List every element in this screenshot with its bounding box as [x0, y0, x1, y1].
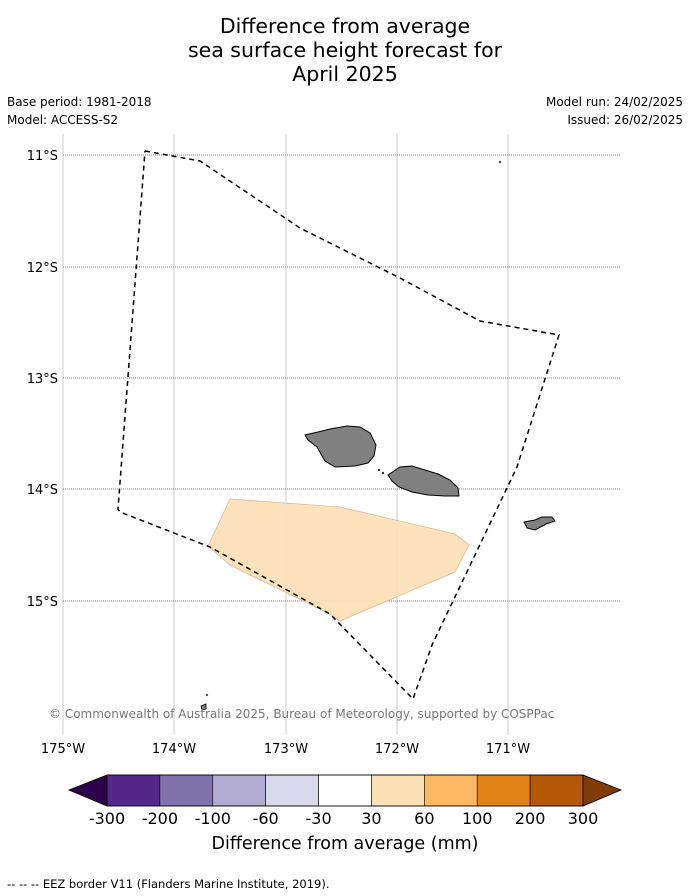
upolu-island [387, 465, 460, 497]
tutuila-island [523, 516, 556, 531]
longitude-gridlines [62, 134, 509, 735]
colorbar-tick-label: 200 [515, 809, 546, 828]
title-line-1: Difference from average [219, 14, 471, 38]
colorbar-segment [371, 774, 425, 807]
small-island-sw [200, 703, 207, 711]
colorbar-segment [318, 774, 372, 807]
map-canvas: 11°S 12°S 13°S 14°S 15°S © Commonwealth … [27, 134, 623, 828]
latitude-labels: 11°S 12°S 13°S 14°S 15°S [27, 149, 58, 610]
lat-label-14s: 14°S [27, 483, 58, 498]
colorbar-extend-low [67, 774, 108, 807]
lon-label-171w: 171°W [486, 742, 530, 757]
lat-label-15s: 15°S [27, 595, 58, 610]
colorbar-tick-label: -30 [305, 809, 331, 828]
colorbar-tick-label: 300 [568, 809, 599, 828]
colorbar-tick-label: 100 [462, 809, 493, 828]
colorbar-label: Difference from average (mm) [211, 834, 479, 854]
lat-label-12s: 12°S [27, 261, 58, 276]
colorbar-segment [529, 774, 584, 807]
base-period: Base period: 1981-2018 [7, 95, 152, 109]
colorbar-extend-high [582, 774, 623, 807]
model-name: Model: ACCESS-S2 [7, 113, 119, 127]
issued-date: Issued: 26/02/2025 [567, 113, 683, 127]
colorbar-tick-label: 30 [361, 809, 381, 828]
savaii-island [304, 425, 377, 468]
colorbar-tick-label: -200 [142, 809, 178, 828]
title-line-2: sea surface height forecast for [187, 38, 503, 62]
colorbar-segment [159, 774, 214, 807]
copyright-notice: © Commonwealth of Australia 2025, Bureau… [49, 707, 554, 721]
colorbar-tick-label: -60 [253, 809, 279, 828]
lon-label-174w: 174°W [152, 742, 196, 757]
colorbar-segment [265, 774, 319, 807]
colorbar-segment [106, 774, 161, 807]
lat-label-13s: 13°S [27, 372, 58, 387]
colorbar-segment [476, 774, 531, 807]
sea-height-anomaly-region [207, 498, 470, 622]
eez-border [117, 150, 560, 701]
lon-label-175w: 175°W [41, 742, 85, 757]
model-run: Model run: 24/02/2025 [545, 95, 683, 109]
land-islands [200, 160, 556, 711]
eez-legend-note: -- -- -- EEZ border V11 (Flanders Marine… [7, 877, 330, 891]
colorbar: -300 -200 -100 -60 -30 30 60 100 200 300 [67, 774, 623, 828]
map-title: Difference from average sea surface heig… [0, 14, 690, 86]
lon-label-172w: 172°W [375, 742, 419, 757]
title-line-3: April 2025 [292, 62, 398, 86]
colorbar-tick-label: -100 [195, 809, 231, 828]
lon-label-173w: 173°W [264, 742, 308, 757]
colorbar-tick-label: -300 [89, 809, 125, 828]
colorbar-segment [424, 774, 478, 807]
longitude-labels: 175°W 174°W 173°W 172°W 171°W [41, 742, 530, 757]
colorbar-tick-label: 60 [414, 809, 434, 828]
colorbar-segment [212, 774, 266, 807]
lat-label-11s: 11°S [27, 149, 58, 164]
